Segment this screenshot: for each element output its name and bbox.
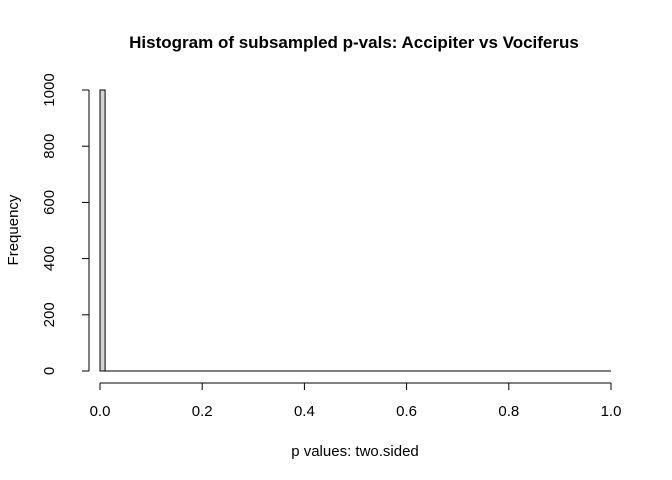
y-axis-label: Frequency xyxy=(5,194,22,265)
y-axis: 0 200 400 600 800 1000 xyxy=(41,73,90,375)
plot-area xyxy=(99,89,611,372)
y-tick-label: 0 xyxy=(41,367,58,375)
y-tick-label: 1000 xyxy=(41,73,58,106)
x-tick-label: 0.0 xyxy=(90,403,111,420)
x-axis: 0.0 0.2 0.4 0.6 0.8 1.0 xyxy=(90,382,622,420)
x-axis-label: p values: two.sided xyxy=(291,443,419,460)
x-tick-label: 0.6 xyxy=(396,403,417,420)
x-tick-label: 1.0 xyxy=(601,403,622,420)
x-tick-label: 0.2 xyxy=(192,403,213,420)
x-tick-label: 0.4 xyxy=(294,403,315,420)
x-tick-label: 0.8 xyxy=(498,403,519,420)
y-tick-label: 600 xyxy=(41,190,58,215)
chart-title: Histogram of subsampled p-vals: Accipite… xyxy=(129,33,579,52)
y-tick-label: 800 xyxy=(41,134,58,159)
histogram-bar xyxy=(99,89,106,372)
y-tick-label: 200 xyxy=(41,302,58,327)
y-tick-label: 400 xyxy=(41,246,58,271)
